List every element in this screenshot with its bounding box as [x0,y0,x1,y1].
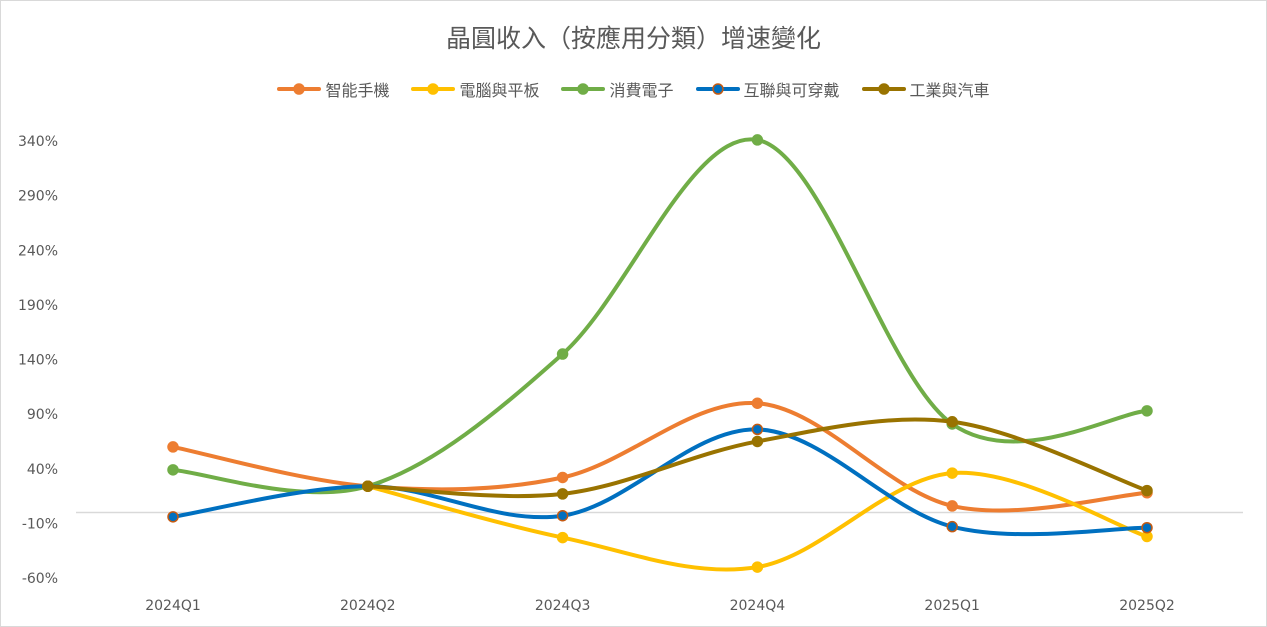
data-point [1141,484,1153,497]
series-line [171,401,1149,513]
data-point [751,423,764,436]
data-point [1141,521,1153,534]
legend: 智能手機 電腦與平板 消費電子 互聯與可穿戴 工業與汽車 [1,77,1266,101]
data-point [556,471,569,484]
y-tick-label: 140% [18,353,58,369]
legend-marker-icon [695,83,740,95]
y-tick-label: 290% [18,189,58,205]
data-point [167,511,179,523]
data-point [556,488,569,500]
data-point [946,520,958,533]
legend-marker-icon [561,83,606,95]
data-point [946,467,958,479]
y-tick-label: -60% [22,571,58,587]
data-point [556,531,569,544]
data-point [751,435,764,448]
data-point [946,500,958,512]
x-tick-label: 2024Q1 [145,598,201,614]
x-tick-label: 2025Q2 [1119,598,1175,614]
series-line [171,427,1149,537]
chart-title: 晶圓收入（按應用分類）增速變化 [445,24,821,53]
y-tick-label: 90% [27,407,58,423]
data-point [556,509,569,522]
data-point [556,348,569,360]
data-point [751,397,764,409]
legend-item: 消費電子 [561,77,674,101]
data-point [946,416,958,428]
legend-marker-icon [277,83,322,95]
legend-marker-icon [411,83,456,95]
x-tick-label: 2024Q2 [340,598,396,614]
legend-label: 消費電子 [609,81,674,100]
x-tick-label: 2024Q4 [730,598,786,614]
legend-item: 工業與汽車 [861,77,990,101]
y-tick-label: 190% [18,298,58,314]
y-tick-label: 40% [27,462,58,478]
legend-label: 工業與汽車 [909,81,990,100]
data-point [167,464,179,476]
data-point [362,480,374,492]
legend-item: 電腦與平板 [411,77,539,101]
data-point [1141,405,1153,417]
y-tick-label: 340% [18,134,58,150]
legend-label: 電腦與平板 [459,81,540,100]
legend-label: 互聯與可穿戴 [743,81,840,100]
legend-label: 智能手機 [325,81,390,100]
series-line [171,137,1149,495]
legend-item: 智能手機 [277,77,389,101]
data-point [751,561,764,573]
data-point [751,134,764,146]
x-tick-label: 2024Q3 [535,598,591,614]
legend-item: 互聯與可穿戴 [695,77,840,101]
y-tick-label: -10% [22,516,58,532]
legend-marker-icon [861,83,906,95]
x-tick-label: 2025Q1 [924,598,980,614]
data-point [167,441,179,453]
y-tick-label: 240% [18,243,58,259]
